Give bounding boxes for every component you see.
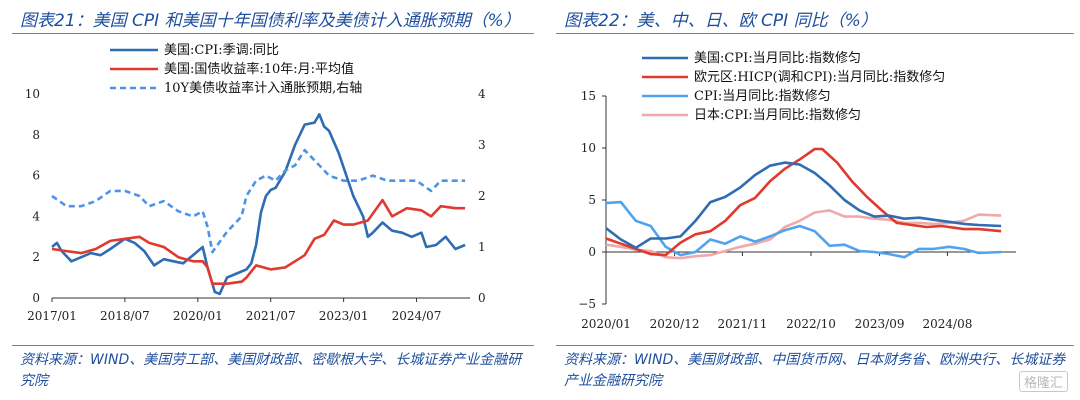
right-title-rule (556, 33, 1074, 34)
x-tick-label: 2024/07 (392, 309, 442, 323)
right-chart-panel: 图表22：美、中、日、欧 CPI 同比（%） 15 10 5 0 −5 2020/01 20… (544, 0, 1080, 400)
left-chart-source: 资料来源：WIND、美国劳工部、美国财政部、密歇根大学、长城证券产业金融研究院 (20, 352, 522, 389)
x-tick-label: 2018/07 (100, 309, 150, 323)
y-tick-label-left: 0 (32, 291, 40, 305)
y-tick-label: 5 (588, 193, 596, 207)
legend-label-2: 10Y美债收益率计入通胀预期,右轴 (164, 80, 362, 96)
y-tick-label-left: 2 (32, 250, 40, 264)
series-line-1 (605, 147, 1002, 257)
y-tick-label: −5 (578, 297, 596, 311)
left-chart-panel: 图表21：美国 CPI 和美国十年国债利率及美债计入通胀预期（%） 2017/0… (12, 11, 534, 389)
left-chart-title: 图表21：美国 CPI 和美国十年国债利率及美债计入通胀预期（%） (20, 11, 521, 31)
y-tick-label-left: 4 (32, 209, 40, 223)
y-tick-label-right: 1 (478, 240, 486, 254)
x-tick-label: 2020/12 (650, 317, 700, 331)
series-line-3 (605, 209, 1002, 260)
series-line-1 (51, 198, 466, 285)
x-tick-label: 2017/01 (27, 309, 77, 323)
y-tick-label-right: 4 (478, 87, 486, 101)
legend-label-3: 日本:CPI:当月同比:指数修匀 (694, 108, 861, 123)
series-line-0 (51, 113, 466, 296)
y-tick-label: 15 (581, 89, 596, 103)
right-source-rule (556, 345, 1074, 346)
y-tick-label-left: 6 (32, 169, 40, 183)
series-line-2 (605, 200, 1002, 259)
legend-label-2: CPI:当月同比:指数修匀 (694, 89, 831, 104)
y-tick-label-right: 2 (478, 189, 486, 203)
left-line-chart: 2017/01 2018/07 2020/01 2021/07 2023/01 2024/… (25, 43, 486, 323)
legend-label-0: 美国:CPI:当月同比:指数修匀 (694, 51, 861, 66)
x-tick-label: 2020/01 (173, 309, 223, 323)
x-tick-label: 2022/10 (786, 317, 836, 331)
y-tick-label-left: 10 (25, 87, 40, 101)
x-tick-label: 2021/11 (717, 317, 767, 331)
x-tick-label: 2021/07 (246, 309, 296, 323)
x-tick-label: 2024/08 (922, 317, 972, 331)
legend-label-1: 欧元区:HICP(调和CPI):当月同比:指数修匀 (694, 70, 945, 85)
right-chart-title: 图表22：美、中、日、欧 CPI 同比（%） (564, 11, 878, 31)
y-tick-label: 0 (588, 245, 596, 259)
legend-label-0: 美国:CPI:季调:同比 (164, 43, 279, 58)
left-source-rule (12, 345, 534, 346)
y-tick-label-right: 0 (478, 291, 486, 305)
watermark-logo: 格隆汇 (1018, 371, 1068, 392)
left-title-rule (12, 33, 534, 34)
x-tick-label: 2023/01 (319, 309, 369, 323)
series-line-2 (51, 148, 466, 254)
right-line-chart: 15 10 5 0 −5 2020/01 2020/12 2021/11 2022/10 2023… (578, 51, 1016, 331)
x-tick-label: 2020/01 (581, 317, 631, 331)
y-tick-label-left: 8 (32, 128, 40, 142)
legend-label-1: 美国:国债收益率:10年:月:平均值 (164, 61, 354, 77)
right-chart-source: 资料来源：WIND、美国财政部、中国货币网、日本财务省、欧洲央行、长城证券产业金… (564, 352, 1066, 389)
y-tick-label: 10 (581, 141, 596, 155)
y-tick-label-right: 3 (478, 138, 486, 152)
x-tick-label: 2023/09 (855, 317, 905, 331)
series-line-0 (605, 161, 1002, 250)
